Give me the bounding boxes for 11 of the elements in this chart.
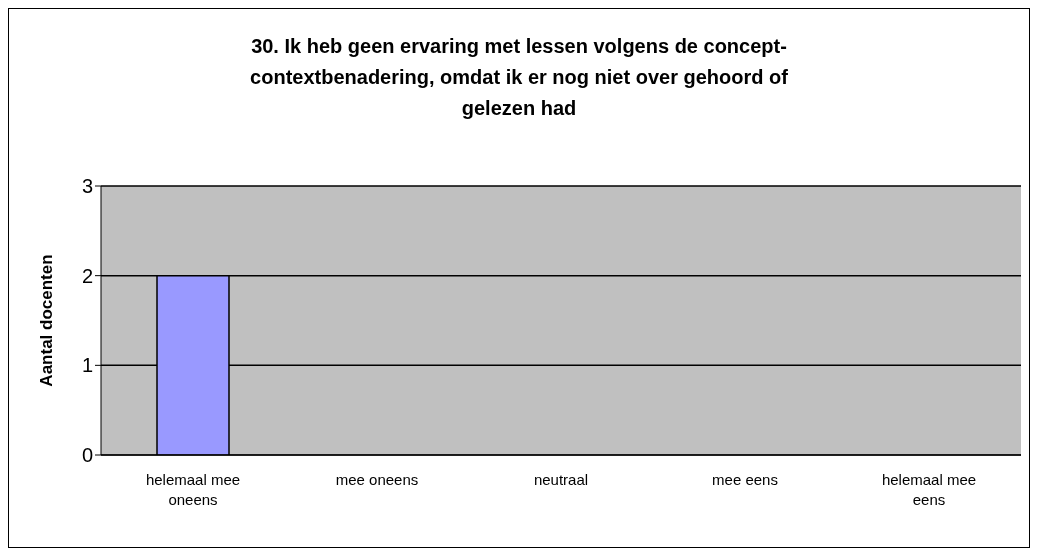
x-tick-label: neutraal [533,471,589,488]
y-tick-label: 2 [81,264,93,287]
y-tick-label: 1 [81,354,93,377]
y-axis-title: Aantal docenten [37,254,57,387]
x-tick-label: helemaal mee oneens [145,471,241,508]
x-tick-label: mee eens [712,471,778,488]
y-tick-label: 0 [81,444,93,467]
y-tick-label: 3 [81,175,93,198]
x-tick-label: mee oneens [335,471,419,488]
chart-title: 30. Ik heb geen ervaring met lessen volgens de concept-contextbenadering, omdat ik er nog niet over gehoord of gelezen had [249,34,789,121]
x-tick-label: helemaal mee eens [881,471,977,508]
